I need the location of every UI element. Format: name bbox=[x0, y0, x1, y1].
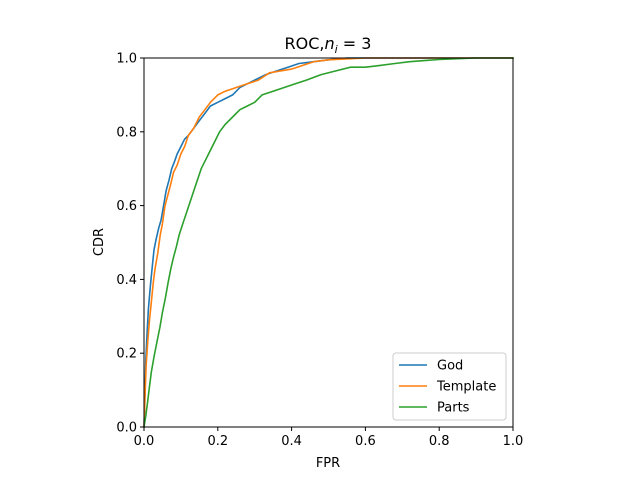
chart-title-rest: = 3 bbox=[338, 34, 372, 53]
chart-title-main: ROC, bbox=[285, 34, 325, 53]
x-tick-label: 0.6 bbox=[355, 434, 376, 449]
series-line-template bbox=[143, 57, 514, 428]
x-tick-label: 0.4 bbox=[281, 434, 302, 449]
x-tick-label: 1.0 bbox=[503, 434, 524, 449]
x-axis-label: FPR bbox=[316, 456, 340, 471]
legend-box bbox=[392, 352, 507, 421]
y-tick-label: 0.2 bbox=[116, 347, 137, 362]
series-group bbox=[143, 57, 514, 428]
series-line-parts bbox=[143, 57, 514, 428]
legend-label-parts: Parts bbox=[437, 401, 470, 416]
x-tick-label: 0.0 bbox=[134, 434, 155, 449]
chart-title-sub: i bbox=[335, 43, 338, 56]
y-tick-label: 0.0 bbox=[116, 421, 137, 436]
chart-title-var: n bbox=[325, 34, 335, 53]
chart-title: ROC,ni = 3 bbox=[285, 34, 372, 56]
x-axis-ticks: 0.0 0.2 0.4 0.6 0.8 1.0 bbox=[134, 427, 524, 449]
legend: God Template Parts bbox=[392, 352, 507, 421]
legend-label-god: God bbox=[437, 359, 463, 374]
y-tick-label: 0.6 bbox=[116, 199, 137, 214]
x-tick-label: 0.8 bbox=[429, 434, 450, 449]
x-tick-label: 0.2 bbox=[207, 434, 228, 449]
y-tick-label: 1.0 bbox=[116, 52, 137, 67]
axes-frame bbox=[143, 57, 514, 428]
y-tick-label: 0.4 bbox=[116, 273, 137, 288]
y-tick-label: 0.8 bbox=[116, 125, 137, 140]
y-axis-ticks: 0.0 0.2 0.4 0.6 0.8 1.0 bbox=[116, 52, 144, 436]
y-axis-label: CDR bbox=[92, 228, 107, 256]
legend-label-template: Template bbox=[436, 380, 496, 395]
